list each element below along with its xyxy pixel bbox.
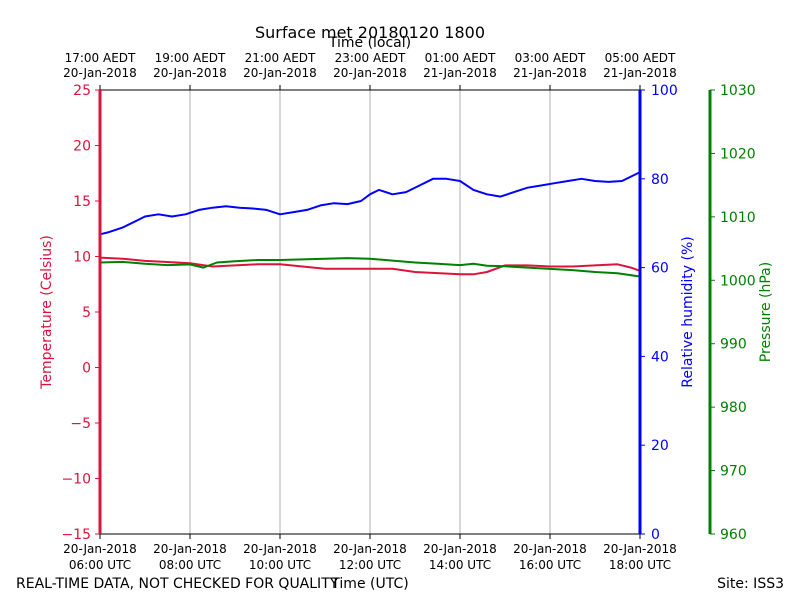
- bottom-tick-date: 20-Jan-2018: [513, 542, 587, 556]
- pressure-tick-label: 980: [720, 400, 747, 416]
- bottom-tick-date: 20-Jan-2018: [333, 542, 407, 556]
- top-tick-time: 05:00 AEDT: [605, 51, 676, 65]
- humidity-tick-label: 0: [651, 527, 660, 543]
- top-tick-date: 21-Jan-2018: [513, 66, 587, 80]
- top-tick-date: 21-Jan-2018: [603, 66, 677, 80]
- top-tick-time: 23:00 AEDT: [335, 51, 406, 65]
- bottom-tick-time: 18:00 UTC: [609, 558, 671, 572]
- bottom-tick-date: 20-Jan-2018: [423, 542, 497, 556]
- top-tick-time: 01:00 AEDT: [425, 51, 496, 65]
- humidity-axis-label: Relative humidity (%): [680, 236, 696, 387]
- temperature-tick-label: 5: [82, 305, 91, 321]
- temperature-tick-label: 10: [73, 250, 91, 266]
- temperature-tick-label: −5: [70, 416, 91, 432]
- bottom-tick-time: 08:00 UTC: [159, 558, 221, 572]
- temperature-tick-label: −10: [61, 472, 91, 488]
- temperature-tick-label: 15: [73, 194, 91, 210]
- bottom-tick-time: 06:00 UTC: [69, 558, 131, 572]
- top-tick-time: 21:00 AEDT: [245, 51, 316, 65]
- top-axis-label: Time (local): [328, 35, 411, 51]
- top-tick-date: 20-Jan-2018: [243, 66, 317, 80]
- temperature-tick-label: 0: [82, 361, 91, 377]
- x-axis-label: Time (UTC): [330, 576, 408, 592]
- bottom-tick-time: 16:00 UTC: [519, 558, 581, 572]
- bottom-tick-date: 20-Jan-2018: [63, 542, 137, 556]
- chart-title: Surface met 20180120 1800: [255, 23, 485, 42]
- temperature-tick-label: 20: [73, 139, 91, 155]
- pressure-tick-label: 960: [720, 527, 747, 543]
- bottom-tick-time: 14:00 UTC: [429, 558, 491, 572]
- series-lines: [99, 171, 641, 278]
- quality-warning: REAL-TIME DATA, NOT CHECKED FOR QUALITY: [16, 576, 339, 592]
- top-tick-time: 17:00 AEDT: [65, 51, 136, 65]
- site-label: Site: ISS3: [717, 576, 784, 592]
- temperature-series-line: [99, 256, 641, 276]
- top-tick-date: 20-Jan-2018: [63, 66, 137, 80]
- humidity-tick-label: 100: [651, 83, 678, 99]
- temperature-tick-label: 25: [73, 83, 91, 99]
- bottom-tick-time: 10:00 UTC: [249, 558, 311, 572]
- top-tick-date: 20-Jan-2018: [333, 66, 407, 80]
- pressure-axis-label: Pressure (hPa): [758, 262, 774, 362]
- pressure-tick-label: 1000: [720, 273, 756, 289]
- right-axis-humidity: 0 20 40 60 80 100: [638, 83, 678, 543]
- bottom-tick-date: 20-Jan-2018: [603, 542, 677, 556]
- top-tick-time: 03:00 AEDT: [515, 51, 586, 65]
- humidity-tick-label: 40: [651, 349, 669, 365]
- bottom-tick-time: 12:00 UTC: [339, 558, 401, 572]
- grid-lines: [189, 90, 551, 534]
- top-tick-time: 19:00 AEDT: [155, 51, 226, 65]
- pressure-tick-label: 970: [720, 464, 747, 480]
- humidity-tick-label: 80: [651, 172, 669, 188]
- bottom-axis: 20-Jan-2018 06:00 UTC 20-Jan-2018 08:00 UTC…: [63, 534, 677, 572]
- right-axis-pressure: 960 970 980 990 1000 1010 1020 1030: [708, 83, 756, 543]
- temperature-tick-label: −15: [61, 527, 91, 543]
- pressure-tick-label: 1020: [720, 146, 756, 162]
- bottom-tick-date: 20-Jan-2018: [153, 542, 227, 556]
- top-tick-date: 21-Jan-2018: [423, 66, 497, 80]
- pressure-tick-label: 1010: [720, 210, 756, 226]
- humidity-tick-label: 60: [651, 261, 669, 277]
- pressure-tick-label: 1030: [720, 83, 756, 99]
- left-axis: −15 −10 −5 0 5 10 15 20 25: [61, 83, 102, 543]
- humidity-series-line: [99, 171, 641, 236]
- bottom-tick-date: 20-Jan-2018: [243, 542, 317, 556]
- pressure-tick-label: 990: [720, 337, 747, 353]
- temperature-axis-label: Temperature (Celsius): [39, 235, 55, 390]
- pressure-series-line: [99, 257, 641, 278]
- top-tick-date: 20-Jan-2018: [153, 66, 227, 80]
- humidity-tick-label: 20: [651, 438, 669, 454]
